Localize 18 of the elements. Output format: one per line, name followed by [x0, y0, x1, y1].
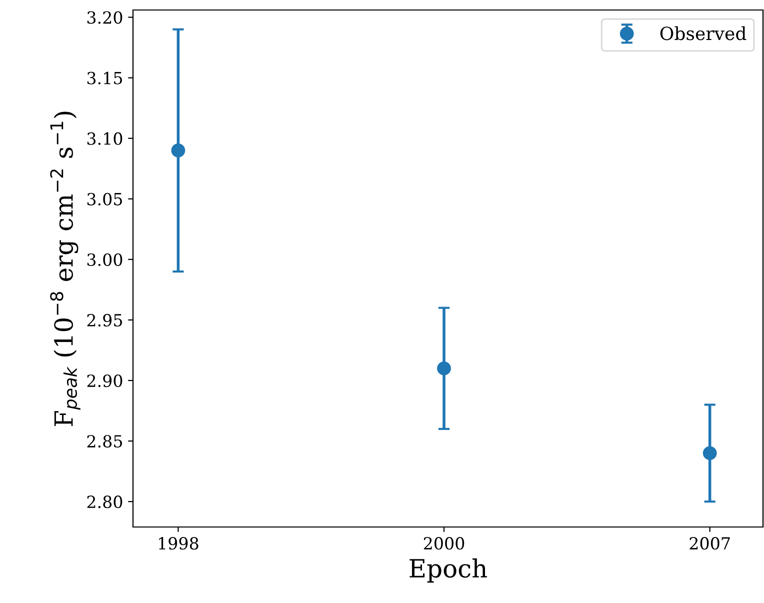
- x-axis-title: Epoch: [410, 558, 488, 583]
- point: [702, 446, 717, 460]
- y-tick-label: 3.05: [87, 192, 122, 206]
- point: [171, 144, 186, 158]
- y-tick-label: 3.15: [87, 72, 122, 84]
- y-tick-label: 2.90: [87, 374, 122, 388]
- point: [437, 361, 451, 376]
- legend-label: Observed: [660, 26, 746, 40]
- y-tick-label: 2.85: [87, 434, 122, 448]
- y-tick-label: 3.20: [87, 11, 122, 24]
- x-tick-label: 2007: [690, 537, 730, 550]
- y-tick-label: 2.80: [87, 496, 122, 508]
- y-tick-label: 3.00: [87, 253, 122, 266]
- text: F$_{peak}$ (10$^{−8}$ erg cm$^{−2}$ s$^{−1}$): [50, 112, 80, 426]
- y-tick-label: 2.95: [87, 314, 122, 327]
- y-tick-label: 3.10: [87, 132, 122, 145]
- x-tick-label: 2000: [424, 537, 464, 550]
- x-tick-label: 1998: [159, 537, 198, 550]
